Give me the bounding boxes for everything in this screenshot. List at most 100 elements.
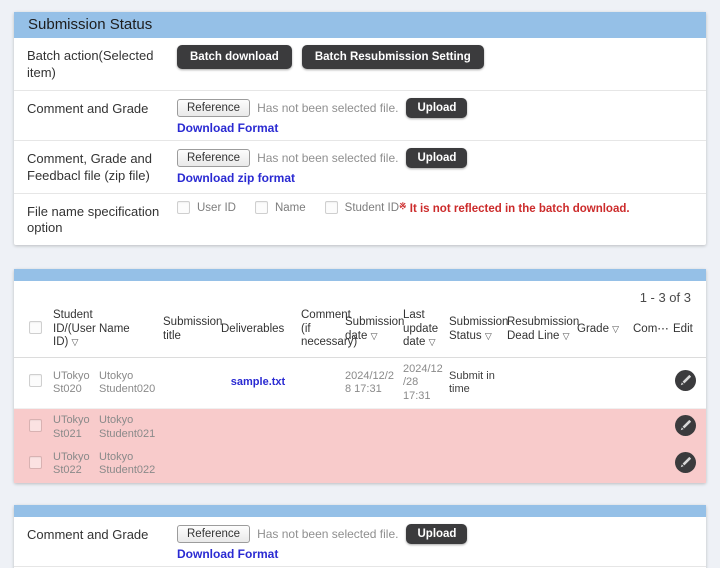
sort-icon[interactable]: ▽	[370, 330, 378, 341]
cell-grade	[574, 357, 630, 410]
reference-button[interactable]: Reference	[177, 98, 251, 117]
table-header-row: Student ID/(User ID) ▽ Name Submission t…	[14, 305, 706, 359]
pencil-icon	[675, 370, 696, 392]
table-row-highlighted: UTokyoSt021 Utokyo Student021	[14, 408, 706, 447]
reference-button[interactable]: Reference	[177, 524, 251, 543]
batch-action-label: Batch action(Selected item)	[27, 48, 154, 80]
col-header-submission-title: Submission title	[160, 305, 222, 359]
select-all-checkbox[interactable]	[29, 320, 42, 334]
filename-option-label: File name specification option	[27, 203, 160, 236]
user-id-checkbox-label: User ID	[197, 201, 236, 214]
row-checkbox[interactable]	[29, 374, 42, 388]
row-checkbox[interactable]	[29, 418, 42, 432]
pencil-icon	[675, 414, 696, 436]
batch-resubmission-setting-button[interactable]: Batch Resubmission Setting	[301, 45, 484, 69]
cell-student-id: UTokyoSt021	[50, 408, 96, 447]
reference-button[interactable]: Reference	[177, 148, 251, 167]
cell-submission-status	[446, 446, 504, 483]
upload-button[interactable]: Upload	[406, 147, 468, 168]
comment-grade-row: Comment and Grade Reference Has not been…	[14, 517, 706, 566]
pencil-icon	[675, 451, 696, 473]
cell-resubmission-deadline	[504, 446, 574, 483]
student-id-checkbox[interactable]	[324, 201, 338, 215]
upload-button[interactable]: Upload	[406, 97, 468, 118]
cell-resubmission-deadline	[504, 357, 574, 410]
batch-download-note: ※ It is not reflected in the batch downl…	[399, 200, 630, 215]
student-id-checkbox-label: Student ID	[344, 201, 400, 214]
name-checkbox[interactable]	[254, 201, 268, 215]
table-row-highlighted: UTokyoSt022 Utokyo Student022	[14, 446, 706, 483]
submissions-table: Student ID/(User ID) ▽ Name Submission t…	[14, 305, 706, 483]
submission-status-panel: Submission Status Batch action(Selected …	[14, 12, 706, 246]
cell-resubmission-deadline	[504, 408, 574, 447]
no-file-selected-text: Has not been selected file.	[257, 100, 399, 115]
edit-button[interactable]	[675, 414, 696, 436]
pagination-status: 1 - 3 of 3	[639, 290, 691, 306]
cell-com	[630, 408, 670, 447]
download-zip-format-link[interactable]: Download zip format	[177, 170, 295, 185]
col-header-name: Name	[96, 305, 160, 359]
cell-submission-title	[160, 408, 218, 447]
sort-icon[interactable]: ▽	[428, 337, 436, 348]
col-header-deliverables: Deliverables	[218, 305, 298, 359]
sort-icon[interactable]: ▽	[484, 330, 492, 341]
cell-com	[630, 446, 670, 483]
user-id-checkbox[interactable]	[177, 201, 190, 215]
cell-comment	[298, 357, 342, 410]
upload-button[interactable]: Upload	[406, 523, 468, 544]
comment-grade-label: Comment and Grade	[27, 100, 149, 116]
deliverable-file-link[interactable]: sample.txt	[230, 376, 286, 389]
cell-comment	[298, 408, 342, 447]
table-row: UTokyoSt020 Utokyo Student020 sample.txt…	[14, 357, 706, 410]
batch-download-button[interactable]: Batch download	[177, 45, 292, 69]
download-format-link[interactable]: Download Format	[177, 120, 279, 135]
cell-submission-date: 2024/12/28 17:31	[342, 357, 400, 410]
panel-top-bar	[14, 504, 706, 517]
reference-mark: ※	[399, 200, 407, 211]
no-file-selected-text: Has not been selected file.	[257, 526, 399, 541]
edit-button[interactable]	[675, 370, 696, 392]
cell-submission-title	[160, 357, 218, 410]
sort-icon[interactable]: ▽	[612, 323, 620, 334]
col-header-comment-truncated: Com⋯	[630, 305, 670, 359]
cell-submission-status: Submit in time	[446, 357, 504, 410]
panel-title: Submission Status	[14, 12, 706, 38]
sort-icon[interactable]: ▽	[71, 337, 79, 348]
bottom-upload-panel: Comment and Grade Reference Has not been…	[14, 504, 706, 568]
cell-name: Utokyo Student020	[96, 357, 160, 410]
panel-top-bar	[14, 269, 706, 282]
comment-grade-label: Comment and Grade	[27, 526, 149, 542]
row-checkbox[interactable]	[29, 455, 42, 469]
cell-name: Utokyo Student022	[96, 446, 160, 483]
download-format-link[interactable]: Download Format	[177, 546, 279, 561]
cell-submission-date	[342, 446, 400, 483]
cell-deliverables	[218, 446, 298, 483]
col-header-edit: Edit	[670, 305, 706, 359]
cell-grade	[574, 446, 630, 483]
col-header-submission-status[interactable]: Submission Status ▽	[446, 305, 508, 359]
cell-last-update-date	[400, 446, 446, 483]
batch-action-row: Batch action(Selected item) Batch downlo…	[14, 38, 706, 90]
cell-submission-status	[446, 408, 504, 447]
col-header-submission-date[interactable]: Submission date ▽	[342, 305, 404, 359]
edit-button[interactable]	[675, 451, 696, 473]
zip-upload-row: Comment, Grade and Feedbacl file (zip fi…	[14, 565, 706, 568]
cell-submission-date	[342, 408, 400, 447]
col-header-grade[interactable]: Grade ▽	[574, 305, 630, 359]
cell-submission-title	[160, 446, 218, 483]
cell-student-id: UTokyoSt020	[50, 357, 96, 410]
zip-upload-row: Comment, Grade and Feedbacl file (zip fi…	[14, 139, 706, 193]
no-file-selected-text: Has not been selected file.	[257, 150, 399, 165]
col-header-comment: Comment (if necessary)	[298, 305, 357, 359]
col-header-resubmission-deadline[interactable]: Resubmission Dead Line ▽	[504, 305, 579, 359]
cell-com	[630, 357, 670, 410]
cell-deliverables	[218, 408, 298, 447]
sort-icon[interactable]: ▽	[562, 330, 570, 341]
name-checkbox-label: Name	[274, 201, 306, 214]
submission-table-panel: 1 - 3 of 3 Student ID/(User ID) ▽ Name S…	[14, 269, 706, 483]
col-header-last-update-date[interactable]: Last update date ▽	[400, 305, 446, 359]
col-header-student-id[interactable]: Student ID/(User ID) ▽	[50, 305, 96, 359]
cell-last-update-date: 2024/12/28 17:31	[400, 357, 446, 410]
zip-upload-label: Comment, Grade and Feedbacl file (zip fi…	[27, 150, 153, 183]
cell-student-id: UTokyoSt022	[50, 446, 96, 483]
